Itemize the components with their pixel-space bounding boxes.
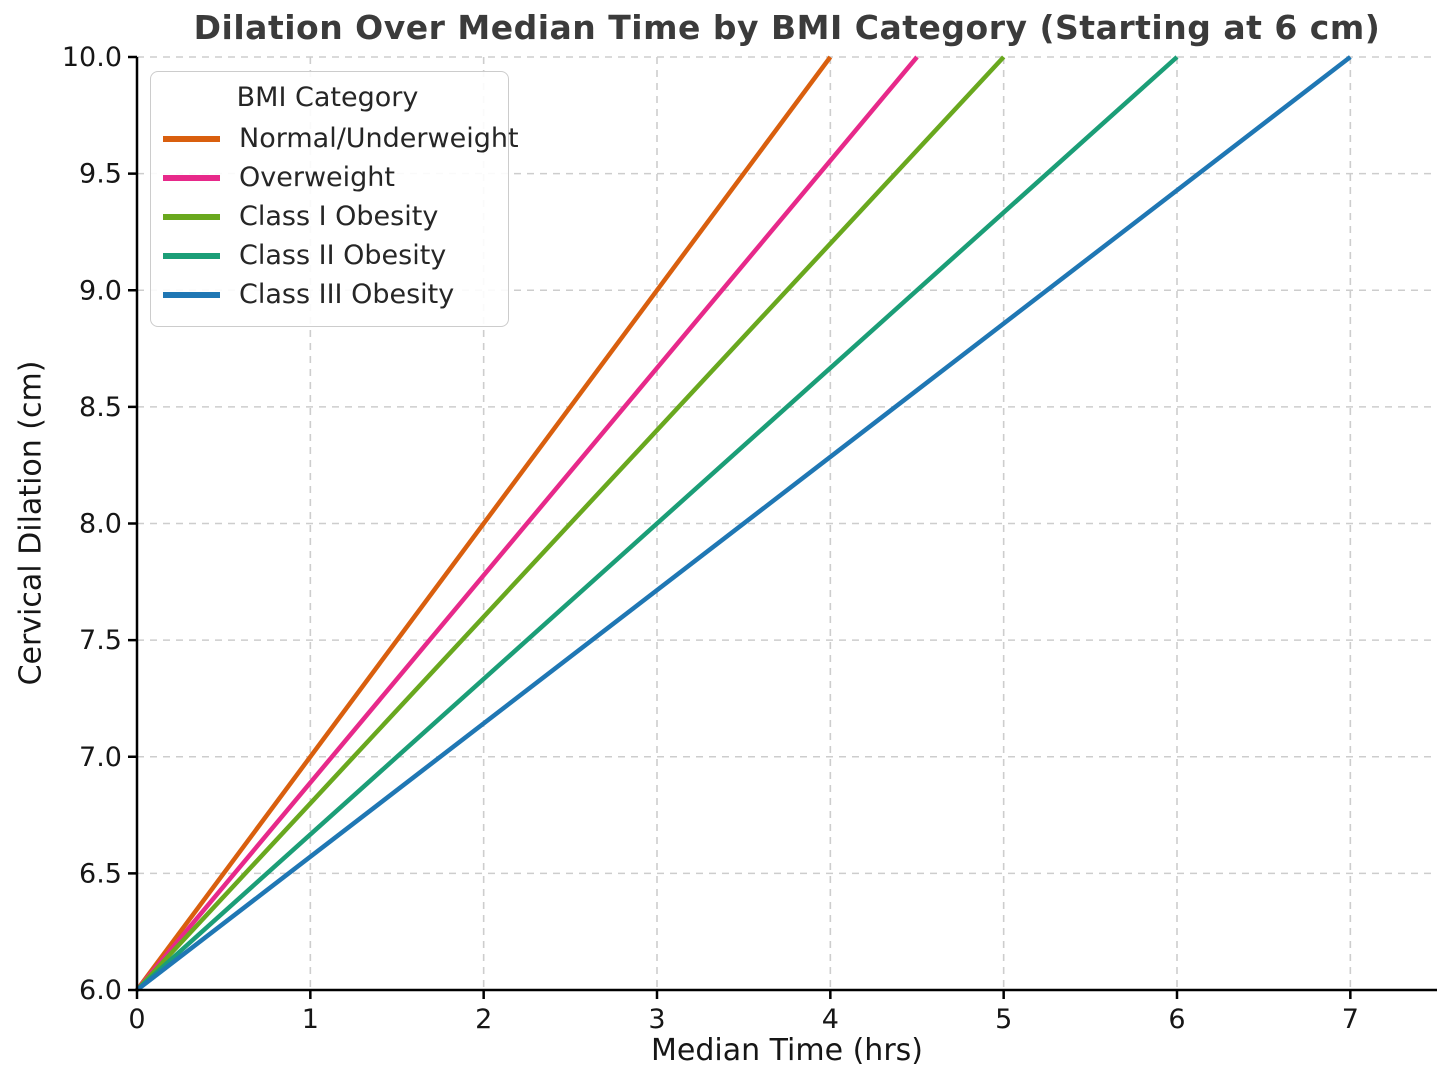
y-tick-label: 6.0 [79,975,122,1006]
legend-swatch [163,135,220,142]
chart-title: Dilation Over Median Time by BMI Categor… [193,8,1381,47]
series-line [135,55,1179,992]
legend-swatch [163,213,220,220]
legend-swatch [163,174,220,181]
series-line [135,55,1006,992]
y-tick-label: 8.0 [79,509,122,540]
x-tick-label: 5 [995,1004,1012,1035]
y-tick-label: 7.0 [79,742,122,773]
x-tick-label: 3 [648,1004,665,1035]
legend-label: Class III Obesity [239,279,455,310]
y-tick-label: 9.5 [79,159,122,190]
x-tick-label: 1 [302,1004,319,1035]
x-tick-label: 4 [822,1004,839,1035]
legend-label: Class II Obesity [239,240,447,271]
y-tick-label: 9.0 [79,275,122,306]
legend-item: Class I Obesity [163,197,492,236]
legend-swatch [163,252,220,259]
y-axis-label: Cervical Dilation (cm) [13,360,49,686]
x-axis-label: Median Time (hrs) [651,1033,923,1068]
legend-title: BMI Category [236,82,419,113]
x-tick-label: 0 [128,1004,145,1035]
x-tick-label: 2 [475,1004,492,1035]
legend: BMI Category Normal/Underweight Overweig… [150,71,519,327]
y-tick-label: 6.5 [79,858,122,889]
x-tick-label: 6 [1168,1004,1185,1035]
legend-label: Overweight [239,162,395,193]
legend-item: Normal/Underweight [163,119,519,158]
y-tick-label: 7.5 [79,625,122,656]
x-tick-label: 7 [1342,1004,1359,1035]
legend-item: Class II Obesity [163,236,492,275]
y-tick-label: 8.5 [79,392,122,423]
legend-item: Overweight [163,158,492,197]
series-line [135,55,833,992]
legend-item: Class III Obesity [163,275,492,314]
legend-swatch [163,291,220,298]
series-line [135,55,919,992]
legend-label: Normal/Underweight [239,123,519,154]
series-line [135,55,1352,992]
legend-label: Class I Obesity [239,201,439,232]
y-tick-label: 10.0 [62,42,122,73]
